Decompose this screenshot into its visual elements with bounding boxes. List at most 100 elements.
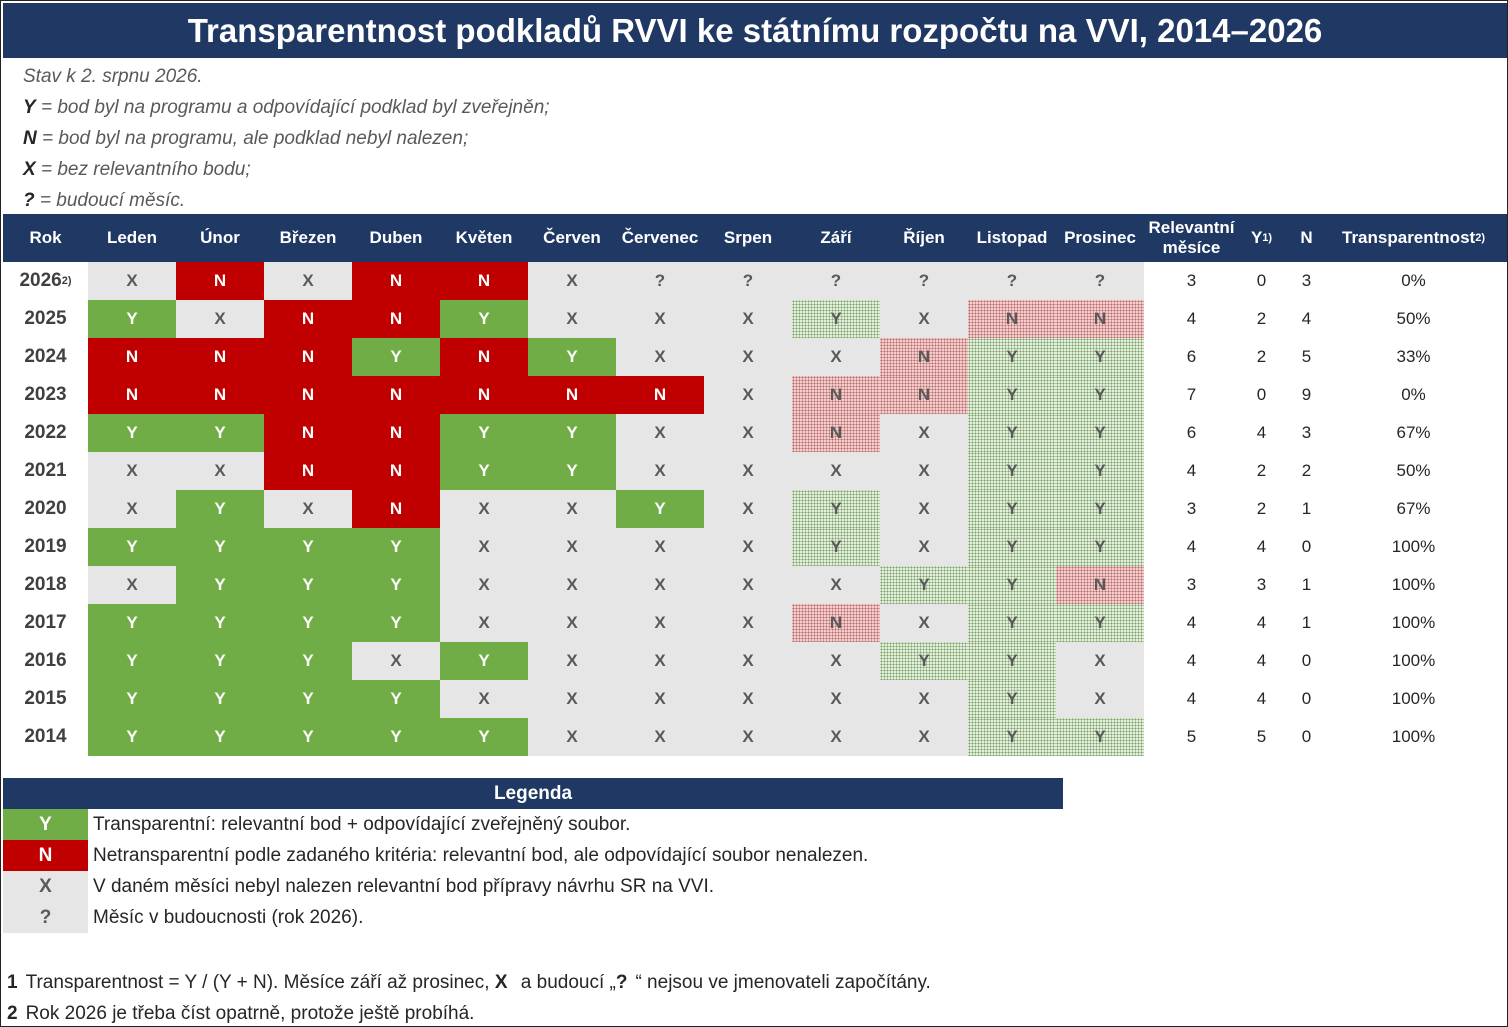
relevant-cell: 3 [1186, 271, 1197, 290]
month-cell: X [704, 414, 792, 452]
month-cell: Y [264, 604, 352, 642]
month-cell: X [616, 528, 704, 566]
month-cell: X [880, 490, 968, 528]
month-cell: X [792, 566, 880, 604]
n-count-cell: 1 [1301, 575, 1312, 594]
table-row: 2017 Y Y Y Y X X X X N X Y Y 4 4 1 100% [3, 604, 1507, 642]
n-count-cell: 0 [1301, 651, 1312, 670]
month-cell: X [616, 414, 704, 452]
header-month: Listopad [976, 228, 1048, 247]
month-cell: N [176, 262, 264, 300]
y-count-cell: 4 [1256, 689, 1267, 708]
year-cell: 2014 [24, 726, 67, 747]
relevant-cell: 6 [1186, 347, 1197, 366]
header-relevant: Relevantní měsíce [1148, 218, 1235, 257]
legend-text: Měsíc v budoucnosti (rok 2026). [93, 906, 364, 928]
month-cell: ? [704, 262, 792, 300]
y-count-cell: 5 [1256, 727, 1267, 746]
month-cell: X [880, 528, 968, 566]
footnote-text: “ nejsou ve jmenovateli započítány. [635, 972, 931, 993]
y-count-cell: 0 [1256, 385, 1267, 404]
note-n: N = bod byl na programu, ale podklad neb… [23, 123, 1423, 154]
month-cell: Y [264, 680, 352, 718]
header-month: Duben [369, 228, 423, 247]
month-cell: X [528, 566, 616, 604]
transparency-cell: 100% [1391, 575, 1436, 594]
month-cell: Y [264, 642, 352, 680]
month-cell: Y [264, 718, 352, 756]
month-cell: N [792, 604, 880, 642]
month-cell: Y [176, 718, 264, 756]
y-count-cell: 3 [1256, 575, 1267, 594]
month-cell: Y [792, 300, 880, 338]
note-key: N [23, 128, 37, 149]
note-y: Y = bod byl na programu a odpovídající p… [23, 92, 1423, 123]
month-cell: Y [88, 680, 176, 718]
month-cell: X [880, 414, 968, 452]
note-text: = bez relevantního bodu; [35, 159, 251, 180]
header-month: Září [820, 228, 852, 247]
header-transparency: Transparentnost 2) [1342, 228, 1485, 247]
transparency-cell: 50% [1396, 309, 1431, 328]
month-cell: X [616, 338, 704, 376]
transparency-cell: 33% [1396, 347, 1431, 366]
month-cell: X [792, 718, 880, 756]
y-count-cell: 2 [1256, 309, 1267, 328]
month-cell: Y [176, 604, 264, 642]
month-cell: X [792, 680, 880, 718]
table-row: 2021 X X N N Y Y X X X X Y Y 4 2 2 50% [3, 452, 1507, 490]
note-key: Y [23, 97, 36, 118]
month-cell: X [880, 680, 968, 718]
month-cell: Y [176, 528, 264, 566]
year-cell: 2019 [24, 536, 67, 557]
month-cell: Y [968, 376, 1056, 414]
footnote: 1 Transparentnost = Y / (Y + N). Měsíce z… [7, 967, 931, 998]
month-cell: N [1056, 300, 1144, 338]
month-cell: N [352, 490, 440, 528]
month-cell: X [704, 452, 792, 490]
notes: Stav k 2. srpnu 2026. Y = bod byl na pro… [23, 61, 1423, 216]
legend-key: Y [3, 809, 88, 840]
month-cell: N [264, 452, 352, 490]
month-cell: N [616, 376, 704, 414]
note-x: X = bez relevantního bodu; [23, 154, 1423, 185]
y-count-cell: 4 [1256, 537, 1267, 556]
relevant-cell: 6 [1186, 423, 1197, 442]
month-cell: N [352, 262, 440, 300]
footnotes: 1 Transparentnost = Y / (Y + N). Měsíce z… [7, 967, 931, 1026]
month-cell: Y [968, 604, 1056, 642]
month-cell: X [616, 566, 704, 604]
month-cell: X [616, 680, 704, 718]
table-row: 2016 Y Y Y X Y X X X X Y Y X 4 4 0 100% [3, 642, 1507, 680]
header-n: N [1300, 228, 1313, 247]
month-cell: X [880, 452, 968, 490]
month-cell: X [528, 680, 616, 718]
month-cell: N [440, 338, 528, 376]
transparency-cell: 50% [1396, 461, 1431, 480]
month-cell: Y [1056, 338, 1144, 376]
month-cell: N [440, 262, 528, 300]
legend-item-y: Y Transparentní: relevantní bod + odpoví… [3, 809, 1063, 840]
year-cell: 2024 [24, 346, 67, 367]
month-cell: X [264, 490, 352, 528]
legend-item-n: N Netransparentní podle zadaného kritéri… [3, 840, 1063, 871]
legend-title: Legenda [3, 778, 1063, 809]
legend-text: V daném měsíci nebyl nalezen relevantní … [93, 875, 715, 897]
table-row: 2025 Y X N N Y X X X Y X N N 4 2 4 50% [3, 300, 1507, 338]
month-cell: X [528, 300, 616, 338]
month-cell: Y [968, 718, 1056, 756]
month-cell: Y [968, 528, 1056, 566]
footnote-text: a budoucí „ [515, 972, 616, 993]
legend-key: ? [3, 902, 88, 933]
n-count-cell: 3 [1301, 423, 1312, 442]
month-cell: X [528, 528, 616, 566]
y-count-cell: 4 [1256, 651, 1267, 670]
n-count-cell: 3 [1301, 271, 1312, 290]
footnote-number: 2 [7, 1003, 18, 1024]
month-cell: X [704, 718, 792, 756]
header-transparency-note: 2) [1475, 232, 1485, 244]
y-count-cell: 2 [1256, 461, 1267, 480]
footnote-number: 1 [7, 972, 18, 993]
relevant-cell: 3 [1186, 499, 1197, 518]
